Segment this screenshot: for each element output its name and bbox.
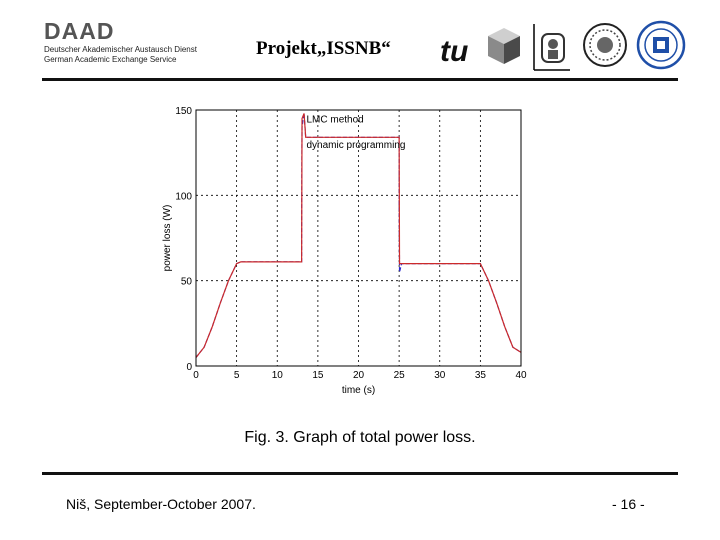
daad-org-line1: Deutscher Akademischer Austausch Dienst xyxy=(44,45,197,54)
x-axis-label: time (s) xyxy=(342,385,375,396)
page-number: - 16 - xyxy=(612,496,645,512)
x-tick-label: 15 xyxy=(312,370,324,381)
legend: LMC method dynamic programming xyxy=(307,115,406,152)
x-tick-label: 40 xyxy=(515,370,527,381)
tu-logo: tu xyxy=(438,30,480,70)
x-tick-label: 25 xyxy=(394,370,406,381)
x-tick-label: 35 xyxy=(475,370,487,381)
legend-entry-dynamic-programming: dynamic programming xyxy=(307,140,406,151)
figure-caption: Fig. 3. Graph of total power loss. xyxy=(244,429,476,446)
header-rule xyxy=(42,78,678,81)
grid-layer xyxy=(196,110,521,366)
x-tick-label: 30 xyxy=(434,370,446,381)
university-seal-logo xyxy=(582,22,628,68)
plot-frame xyxy=(195,109,522,367)
tu-logo-text: tu xyxy=(440,35,468,68)
series-layer xyxy=(195,113,522,358)
y-tick-label: 100 xyxy=(175,191,192,202)
y-tick-label: 50 xyxy=(181,277,193,288)
university-emblem-logo xyxy=(532,22,572,72)
legend-entry-lmc: LMC method xyxy=(307,115,364,126)
blue-faculty-seal-logo xyxy=(636,20,686,70)
daad-logo: DAAD xyxy=(44,18,115,44)
cube-logo xyxy=(484,24,524,68)
footer-location-date: Niš, September-October 2007. xyxy=(66,496,256,512)
y-tick-label: 0 xyxy=(186,362,192,373)
project-title: Projekt„ISSNB“ xyxy=(256,38,391,59)
series-line-dynamic-programming xyxy=(195,113,522,358)
tick-layer: 0 5 10 15 20 25 30 35 40 0 50 100 150 xyxy=(175,106,527,381)
x-tick-label: 5 xyxy=(234,370,240,381)
footer-rule xyxy=(42,472,678,475)
x-tick-label: 0 xyxy=(193,370,199,381)
y-tick-label: 150 xyxy=(175,106,192,117)
x-tick-label: 20 xyxy=(353,370,365,381)
y-axis-label: power loss (W) xyxy=(162,205,173,272)
x-tick-label: 10 xyxy=(272,370,284,381)
daad-org-line2: German Academic Exchange Service xyxy=(44,55,177,64)
power-loss-chart: 0 5 10 15 20 25 30 35 40 0 50 100 150 time (s) power… xyxy=(162,106,527,396)
